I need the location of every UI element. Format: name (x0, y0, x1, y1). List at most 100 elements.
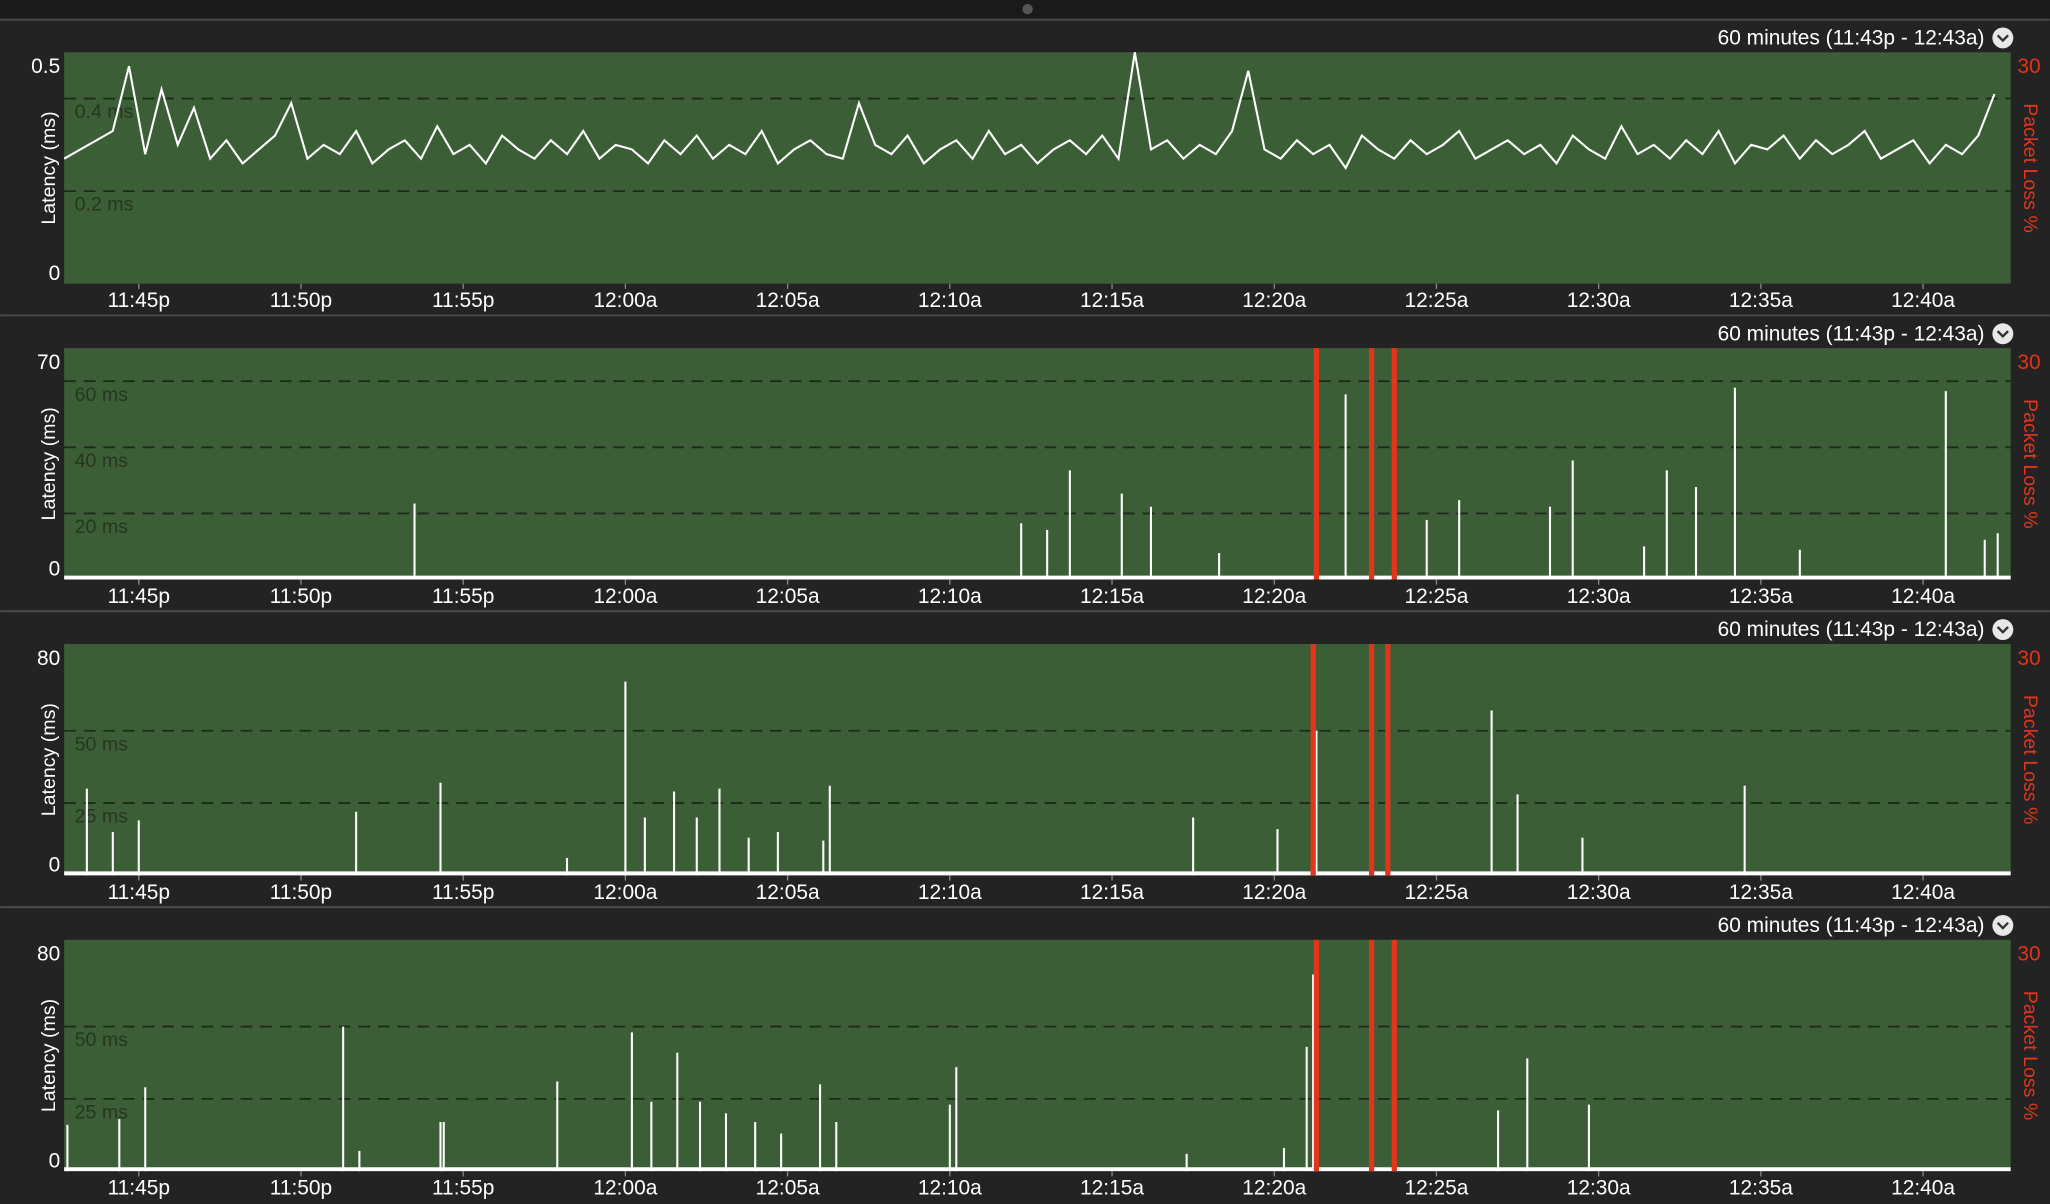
x-tick-label: 12:25a (1404, 289, 1468, 312)
y-tick-label: 50 ms (75, 1029, 129, 1051)
y2-tick-label: 30 (2017, 647, 2040, 670)
packet-loss-bar (1313, 348, 1320, 580)
x-tick-label: 11:50p (270, 585, 332, 608)
x-tick-label: 12:30a (1567, 585, 1631, 608)
x-tick-label: 12:40a (1891, 881, 1955, 904)
y-tick-label: 0.4 ms (75, 101, 134, 123)
x-tick-label: 12:25a (1404, 1177, 1468, 1200)
x-tick-label: 11:45p (108, 585, 170, 608)
packet-loss-bar (1391, 939, 1397, 1172)
time-range[interactable]: 60 minutes (11:43p - 12:43a) (1718, 322, 1985, 345)
x-tick-label: 12:15a (1080, 289, 1144, 312)
plot-area (64, 348, 2011, 580)
x-tick-label: 12:40a (1891, 1177, 1955, 1200)
x-tick-label: 11:55p (432, 1177, 494, 1200)
x-tick-label: 12:40a (1891, 585, 1955, 608)
drag-handle[interactable] (1022, 3, 1033, 15)
packet-loss-bar (1313, 939, 1320, 1172)
y-tick-label: 40 ms (75, 450, 129, 472)
y-tick-label: 0 (49, 262, 61, 285)
x-tick-label: 12:20a (1242, 1177, 1306, 1200)
dropdown-icon[interactable] (1992, 619, 2014, 641)
y2-axis-label: Packet Loss % (2019, 399, 2041, 529)
dropdown-chevron (1996, 921, 2009, 930)
x-tick-label: 11:45p (108, 289, 170, 312)
plot-area (64, 52, 2011, 284)
dropdown-icon[interactable] (1992, 27, 2014, 49)
time-range[interactable]: 60 minutes (11:43p - 12:43a) (1718, 618, 1985, 641)
y2-axis-label: Packet Loss % (2019, 695, 2041, 825)
y-tick-label: 25 ms (75, 1101, 129, 1123)
x-tick-label: 12:15a (1080, 585, 1144, 608)
x-tick-label: 12:30a (1567, 1177, 1631, 1200)
x-tick-label: 12:05a (756, 585, 820, 608)
x-tick-label: 12:35a (1729, 881, 1793, 904)
x-tick-label: 12:35a (1729, 1177, 1793, 1200)
y-axis-label: Latency (ms) (38, 407, 60, 520)
x-tick-label: 12:25a (1404, 881, 1468, 904)
y2-axis-label: Packet Loss % (2019, 103, 2041, 233)
y-tick-label: 80 (37, 647, 60, 670)
x-tick-label: 11:45p (108, 1177, 170, 1200)
x-tick-label: 12:05a (756, 881, 820, 904)
packet-loss-bar (1391, 348, 1397, 580)
packet-loss-bar (1368, 348, 1375, 580)
x-tick-label: 12:15a (1080, 1177, 1144, 1200)
x-tick-label: 12:30a (1567, 289, 1631, 312)
x-tick-label: 11:50p (270, 289, 332, 312)
plot-area (64, 643, 2011, 876)
x-tick-label: 12:00a (593, 585, 657, 608)
x-tick-label: 12:05a (756, 1177, 820, 1200)
y2-tick-label: 30 (2017, 351, 2040, 374)
y-axis-label: Latency (ms) (38, 999, 60, 1112)
dropdown-icon[interactable] (1992, 914, 2014, 936)
x-tick-label: 11:45p (108, 881, 170, 904)
packet-loss-bar (1310, 643, 1316, 876)
packet-loss-bar (1368, 939, 1375, 1172)
packet-loss-bar (1385, 643, 1391, 876)
x-tick-label: 12:10a (918, 1177, 982, 1200)
x-tick-label: 11:50p (270, 881, 332, 904)
y-tick-label: 0.5 (31, 55, 60, 78)
y-tick-label: 0.2 ms (75, 194, 134, 216)
x-tick-label: 12:10a (918, 881, 982, 904)
x-tick-label: 12:00a (593, 1177, 657, 1200)
x-tick-label: 12:05a (756, 289, 820, 312)
time-range[interactable]: 60 minutes (11:43p - 12:43a) (1718, 914, 1985, 937)
x-tick-label: 12:20a (1242, 585, 1306, 608)
time-range[interactable]: 60 minutes (11:43p - 12:43a) (1718, 26, 1985, 49)
x-tick-label: 12:10a (918, 289, 982, 312)
x-tick-label: 11:50p (270, 1177, 332, 1200)
x-tick-label: 12:40a (1891, 289, 1955, 312)
x-tick-label: 12:25a (1404, 585, 1468, 608)
x-tick-label: 11:55p (432, 585, 494, 608)
y-tick-label: 60 ms (75, 384, 129, 406)
x-tick-label: 11:55p (432, 289, 494, 312)
y-tick-label: 0 (49, 558, 61, 581)
x-tick-label: 12:10a (918, 585, 982, 608)
latency-line (63, 52, 1996, 171)
y-tick-label: 25 ms (75, 806, 129, 828)
packet-loss-bar (1368, 643, 1375, 876)
x-tick-label: 12:00a (593, 881, 657, 904)
y-tick-label: 50 ms (75, 733, 129, 755)
y-tick-label: 70 (37, 351, 60, 374)
dropdown-icon[interactable] (1992, 323, 2014, 345)
x-tick-label: 12:35a (1729, 585, 1793, 608)
y-tick-label: 80 (37, 943, 60, 966)
y2-tick-label: 30 (2017, 55, 2040, 78)
y-tick-label: 20 ms (75, 516, 129, 538)
y2-axis-label: Packet Loss % (2019, 991, 2041, 1121)
x-tick-label: 12:35a (1729, 289, 1793, 312)
dropdown-chevron (1996, 34, 2009, 43)
y-tick-label: 0 (49, 1149, 61, 1172)
dropdown-chevron (1996, 330, 2009, 339)
x-tick-label: 11:55p (432, 881, 494, 904)
x-tick-label: 12:20a (1242, 289, 1306, 312)
x-tick-label: 12:15a (1080, 881, 1144, 904)
y-tick-label: 0 (49, 853, 61, 876)
y2-tick-label: 30 (2017, 943, 2040, 966)
x-tick-label: 12:30a (1567, 881, 1631, 904)
